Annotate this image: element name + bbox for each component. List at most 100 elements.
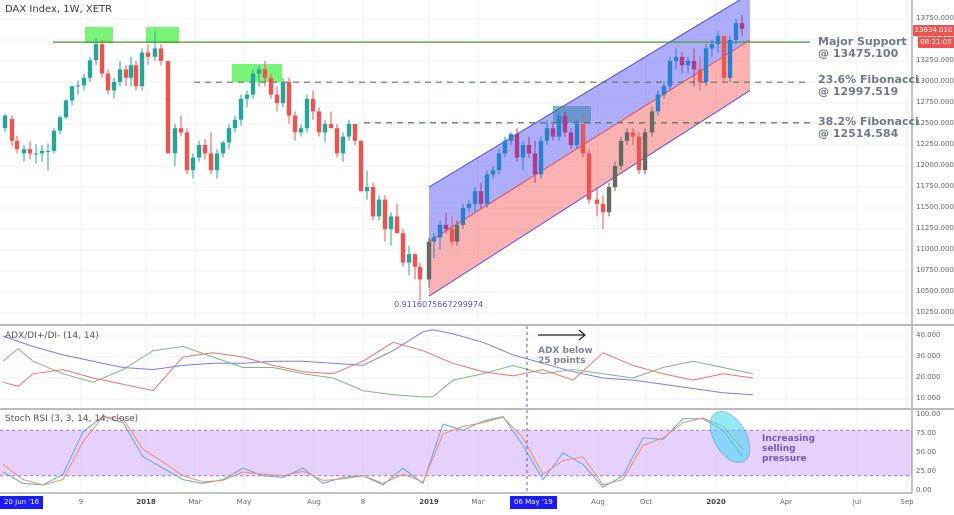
candle-body [520,145,526,158]
candle-body [691,61,697,70]
candle-body [93,44,99,61]
time-axis-label: Mar [188,498,202,506]
candle-body [202,145,208,154]
candle-body [484,174,490,204]
candle-body [87,60,93,78]
price-axis-tick: 10750.000 [916,266,954,274]
candle-body [310,98,316,112]
price-axis-tick: 11250.000 [916,224,954,232]
candle-body [376,199,382,217]
candle-body [21,149,27,154]
last-price-tag: 13634.010 [913,25,954,36]
price-axis-tick: 11000.000 [916,245,954,253]
fib-382-label: 38.2% Fibonacci @ 12514.584 [818,116,919,140]
stoch-rsi-lines [0,410,912,493]
time-axis-label: Apr [779,498,793,506]
candle-body [75,85,81,87]
candle-body [184,132,190,171]
candle-body [352,124,358,141]
adx-axis-tick: 30.000 [916,352,941,360]
stoch-axis-tick: 75.00 [916,429,937,437]
candle-body [316,111,322,133]
fib-236-value: @ 12997.519 [818,85,899,98]
candle-body [426,241,432,280]
candle-body [600,203,606,213]
candle-body [502,140,508,154]
candle-body [286,82,292,116]
candle-body [370,187,376,217]
candle-body [642,132,648,171]
candle-body [550,128,556,137]
candle-body [661,86,667,95]
candle-body [412,254,418,267]
time-axis-label: Mar [471,498,485,506]
candle-body [673,56,679,61]
candle-body [721,35,727,78]
candle-body [165,61,171,154]
time-axis-label: 2019 [419,498,439,506]
candle-body [45,150,51,152]
selling-pressure-highlight [709,410,751,464]
channel-upper-line [428,0,741,188]
candle-body [655,94,661,112]
candle-body [14,140,20,150]
fib-382-value: @ 12514.584 [818,127,899,140]
candle-body [709,44,715,49]
candle-body [606,187,612,213]
candle-body [562,115,568,133]
candle-body [364,187,370,192]
time-axis-label: Aug [591,498,605,506]
candle-body [128,65,134,78]
regression-channel [428,0,751,297]
candle-body [679,56,685,66]
candle-body [238,98,244,120]
candle-body [105,73,111,91]
candle-body [232,119,238,129]
candle-body [556,115,562,137]
highlight-boxes [85,27,591,123]
price-axis-tick: 12500.000 [916,119,954,127]
candle-body [454,224,460,242]
highlight-box [85,27,113,43]
candle-body [9,118,15,141]
candle-body [508,134,514,141]
stoch-axis-tick: 25.00 [916,467,937,475]
highlight-box [146,27,179,43]
bar-countdown-tag: 08:21:05 [918,37,954,48]
candle-body [624,132,630,141]
candle-body [715,35,721,45]
candle-body [727,40,733,78]
price-axis-tick: 12250.000 [916,140,954,148]
candle-body [667,61,673,87]
candle-body [172,128,178,154]
candle-body [69,86,75,101]
candle-body [649,111,655,133]
candle-body [703,48,709,82]
candle-body [322,124,328,133]
candle-body [594,199,600,204]
adx-axis-tick: 40.000 [916,331,941,339]
candle-body [152,48,158,57]
adx-axis-tick: 10.000 [916,394,941,402]
price-axis-tick: 11500.000 [916,203,954,211]
candle-body [636,136,642,171]
candle-body [208,153,214,171]
fib-236-label: 23.6% Fibonacci @ 12997.519 [818,74,919,98]
adx-note-line2: 25 points [538,356,586,366]
candle-body [328,124,334,129]
candle-body [574,124,580,145]
candle-body [99,44,105,74]
candle-body [51,130,57,151]
candle-body [538,140,544,175]
candle-body [490,170,496,175]
candle-body [268,77,274,95]
major-support-value: @ 13475.100 [818,47,899,60]
candle-body [612,166,618,187]
candle-body [544,128,550,141]
candle-body [400,233,406,263]
chart-title: DAX Index, 1W, XETR [5,4,113,15]
candle-body [220,142,226,154]
adx-note: ADX below 25 points [538,346,593,366]
